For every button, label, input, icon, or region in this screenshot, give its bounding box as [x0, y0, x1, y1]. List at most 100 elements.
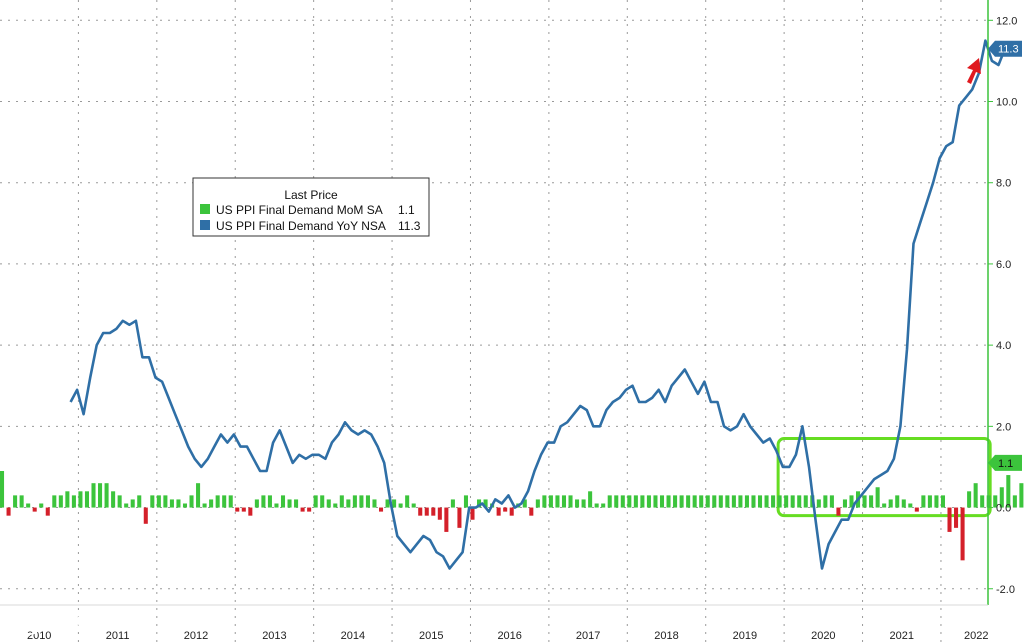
mom-bar [78, 491, 83, 508]
mom-bar [222, 495, 227, 508]
mom-bar [202, 503, 207, 508]
mom-bar [352, 495, 357, 508]
mom-bar [196, 483, 201, 508]
mom-bar [548, 495, 553, 508]
mom-bar [744, 495, 749, 508]
mom-bar [999, 487, 1004, 508]
mom-bar [594, 503, 599, 508]
mom-bar [13, 495, 18, 508]
legend-swatch-mom [200, 204, 210, 214]
mom-bar [346, 499, 351, 508]
mom-bar [705, 495, 710, 508]
mom-bar [588, 491, 593, 508]
x-tick-label: 2010 [27, 630, 51, 642]
mom-bar [300, 507, 305, 512]
mom-bar [646, 495, 651, 508]
yoy-line-layer [69, 39, 1007, 570]
mom-bar [934, 495, 939, 508]
mom-bar [437, 507, 442, 520]
mom-bar [967, 491, 972, 508]
mom-bar [254, 499, 259, 508]
gridlines [0, 0, 988, 643]
last-value-label-yoy: 11.3 [998, 44, 1019, 56]
mom-bar [84, 491, 89, 508]
mom-bar [32, 507, 37, 512]
mom-bar [797, 495, 802, 508]
mom-bar [653, 495, 658, 508]
mom-bar [274, 503, 279, 508]
mom-bar [673, 495, 678, 508]
mom-bar [176, 499, 181, 508]
legend-value-mom: 1.1 [398, 203, 415, 217]
yoy-line [69, 39, 1007, 570]
watermark: 大数跨境 [19, 613, 116, 635]
mom-bar [287, 499, 292, 508]
mom-bar [470, 507, 475, 520]
mom-bar [463, 495, 468, 508]
mom-bar [189, 495, 194, 508]
mom-bar [790, 495, 795, 508]
mom-bar [777, 495, 782, 508]
mom-bar [333, 503, 338, 508]
red-arrow-icon [967, 58, 981, 84]
legend-swatch-yoy [200, 220, 210, 230]
mom-bar [411, 503, 416, 508]
mom-bar [235, 507, 240, 512]
legend-frame [192, 177, 430, 237]
mom-bar [6, 507, 11, 516]
mom-bar [888, 499, 893, 508]
mom-bar [280, 495, 286, 508]
x-tick-label: 2020 [811, 630, 835, 642]
y-tick-label: -2.0 [996, 584, 1015, 596]
mom-bar [130, 499, 135, 508]
mom-bar [849, 495, 854, 508]
mom-bar [927, 495, 932, 508]
mom-bar [561, 495, 567, 508]
mom-bar [620, 495, 625, 508]
legend-label-yoy: US PPI Final Demand YoY NSA [216, 219, 386, 233]
highlight-box [776, 437, 992, 518]
last-value-label-mom: 1.1 [998, 458, 1013, 470]
mom-bar [522, 499, 527, 508]
mom-bar [26, 503, 31, 508]
x-tick-label: 2021 [890, 630, 914, 642]
mom-bar [169, 499, 174, 508]
mom-bar [58, 495, 63, 508]
mom-bar [320, 495, 325, 508]
mom-bar [378, 507, 384, 512]
mom-bar [718, 495, 723, 508]
mom-bar [1012, 495, 1017, 508]
mom-bar [39, 503, 44, 508]
mom-bar [359, 495, 364, 508]
mom-bar [0, 471, 5, 508]
mom-bar [372, 499, 377, 508]
highlight-box-layer [776, 437, 992, 518]
mom-bar [607, 495, 612, 508]
mom-bar [124, 503, 129, 508]
x-tick-label: 2017 [576, 630, 600, 642]
watermark-logo-icon-inner [25, 619, 35, 629]
mom-bar [914, 507, 919, 512]
mom-bar [823, 495, 828, 508]
mom-bar [339, 495, 344, 508]
y-tick-label: 0.0 [996, 503, 1011, 515]
mom-bar [241, 507, 246, 512]
mom-bar [294, 499, 299, 508]
mom-bar [418, 507, 423, 516]
mom-bar [633, 495, 638, 508]
mom-bar [163, 495, 168, 508]
mom-bar [875, 487, 880, 508]
legend: Last Price US PPI Final Demand MoM SA 1.… [192, 177, 430, 237]
mom-bar [117, 495, 122, 508]
mom-bar [960, 507, 965, 561]
mom-bar [882, 503, 887, 508]
mom-bar [699, 495, 704, 508]
mom-bar [908, 503, 913, 508]
y-tick-label: 10.0 [996, 97, 1017, 109]
mom-bar [529, 507, 534, 516]
mom-bar [784, 495, 789, 508]
mom-bar [509, 507, 514, 516]
mom-bar [842, 499, 847, 508]
last-value-tag-mom [988, 454, 1022, 471]
mom-bar [771, 495, 776, 508]
